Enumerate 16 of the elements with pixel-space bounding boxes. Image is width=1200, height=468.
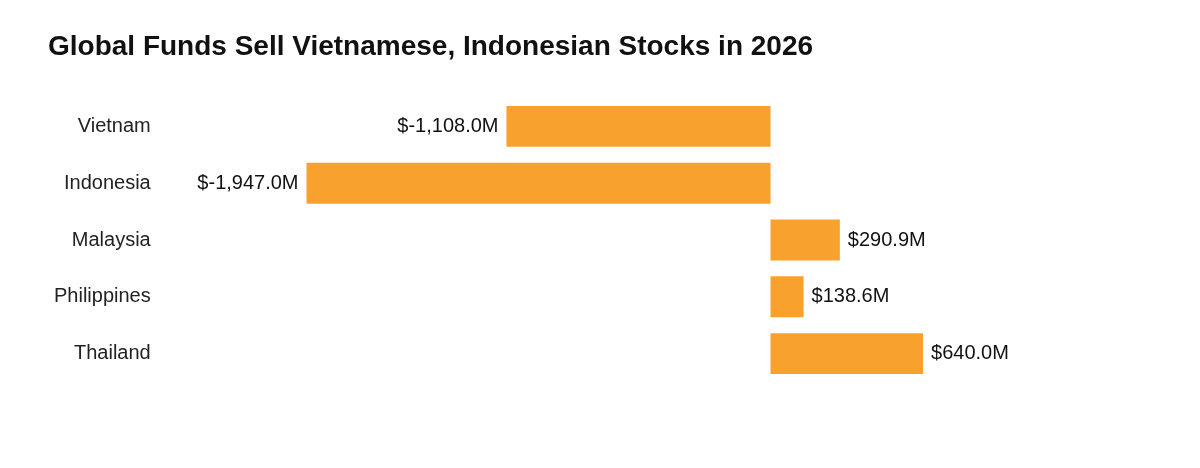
y-tick-label: Philippines xyxy=(53,284,151,307)
bar xyxy=(506,105,771,147)
bar xyxy=(306,162,771,204)
y-tick-label: Indonesia xyxy=(63,170,152,193)
data-label: $-1,947.0M xyxy=(197,170,299,193)
y-tick-label: Thailand xyxy=(74,341,151,364)
y-tick-label: Malaysia xyxy=(71,227,152,250)
chart-title: Global Funds Sell Vietnamese, Indonesian Stocks in 2026 xyxy=(47,29,815,63)
data-label: $-1,108.0M xyxy=(397,113,499,136)
bar xyxy=(770,276,804,318)
bar xyxy=(770,219,840,261)
data-label: $138.6M xyxy=(811,284,890,307)
data-label: $290.9M xyxy=(847,227,926,250)
y-tick-label: Vietnam xyxy=(77,113,151,136)
bar xyxy=(770,333,924,375)
data-label: $640.0M xyxy=(931,341,1009,364)
